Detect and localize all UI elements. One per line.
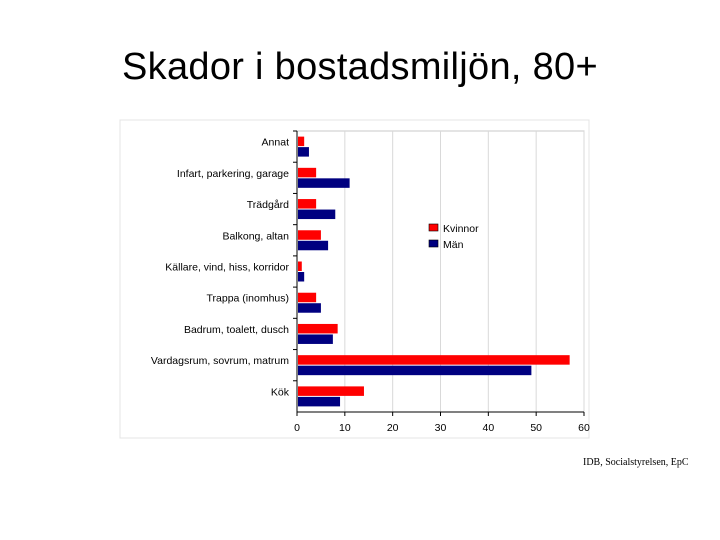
bar-kvinnor: [298, 323, 338, 334]
category-label: Annat: [262, 137, 290, 149]
source-note: IDB, Socialstyrelsen, EpC: [583, 457, 689, 468]
bar-man: [298, 365, 532, 376]
x-tick-label: 40: [482, 422, 494, 434]
legend-label: Kvinnor: [443, 223, 479, 235]
x-tick-label: 50: [530, 422, 542, 434]
bar-man: [298, 303, 321, 313]
bar-kvinnor: [298, 261, 302, 271]
category-label: Trappa (inomhus): [207, 293, 289, 305]
bar-kvinnor: [298, 230, 321, 240]
bar-man: [298, 147, 309, 157]
category-label: Balkong, altan: [222, 230, 289, 242]
bar-man: [298, 178, 350, 188]
bar-man: [298, 272, 305, 282]
chart-area: [119, 119, 590, 439]
slide-title: Skador i bostadsmiljön, 80+: [122, 46, 598, 88]
bar-kvinnor: [298, 355, 570, 365]
bar-kvinnor: [298, 136, 305, 147]
category-label: Trädgård: [247, 199, 289, 211]
legend-label: Män: [443, 239, 464, 251]
x-tick-label: 30: [435, 422, 447, 434]
x-tick-label: 20: [387, 422, 399, 434]
bar-man: [298, 240, 329, 251]
bar-kvinnor: [298, 199, 317, 209]
x-tick-label: 60: [578, 422, 590, 434]
bar-kvinnor: [298, 386, 364, 396]
bar-kvinnor: [298, 167, 317, 178]
bar-man: [298, 209, 336, 220]
x-tick-label: 10: [339, 422, 351, 434]
category-label: Badrum, toalett, dusch: [184, 324, 289, 336]
bar-kvinnor: [298, 292, 317, 303]
category-label: Vardagsrum, sovrum, matrum: [151, 355, 289, 367]
bar-man: [298, 396, 341, 407]
category-label: Infart, parkering, garage: [177, 168, 289, 180]
category-label: Kök: [271, 386, 290, 398]
bar-man: [298, 334, 333, 344]
legend-swatch: [428, 223, 439, 232]
category-label: Källare, vind, hiss, korridor: [165, 262, 289, 274]
x-tick-label: 0: [294, 422, 300, 434]
legend-swatch: [428, 239, 439, 248]
